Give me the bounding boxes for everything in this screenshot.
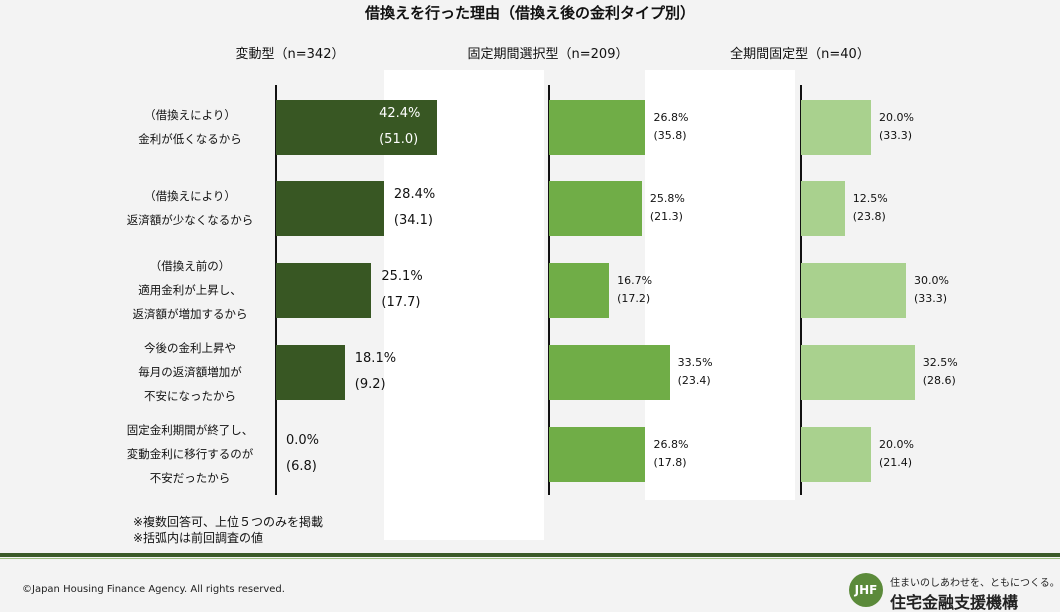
bar — [276, 180, 384, 236]
footer-rule — [0, 553, 1060, 557]
data-label-previous: (23.4) — [677, 374, 711, 387]
category-label: 毎月の返済額増加が — [138, 365, 242, 379]
data-label-previous: (6.8) — [286, 459, 317, 474]
category-label: （借換えにより） — [144, 108, 236, 122]
data-label-current: 18.1% — [354, 351, 397, 366]
data-label-previous: (17.2) — [617, 292, 651, 305]
data-label-current: 20.0% — [879, 438, 914, 451]
bar — [801, 344, 915, 400]
copyright: ©Japan Housing Finance Agency. All right… — [22, 584, 285, 595]
category-label: 適用金利が上昇し、 — [138, 283, 242, 297]
data-label-previous: (23.8) — [852, 210, 886, 223]
data-label-previous: (33.3) — [879, 129, 913, 142]
bar — [549, 99, 646, 155]
category-label: 変動金利に移行するのが — [126, 447, 254, 461]
bar — [276, 99, 438, 155]
bar — [801, 99, 871, 155]
data-label-current: 25.1% — [381, 269, 423, 284]
category-label: 今後の金利上昇や — [144, 341, 236, 355]
jhf-logo-icon: JHF — [849, 573, 883, 607]
data-label-previous: (21.3) — [649, 210, 683, 223]
data-label-previous: (28.6) — [922, 374, 956, 387]
organization-name: 住宅金融支援機構 — [890, 593, 1019, 612]
note-multiple-answers: ※複数回答可、上位５つのみを掲載 — [133, 515, 324, 529]
note-previous-survey: ※括弧内は前回調査の値 — [133, 531, 264, 545]
panel-title: 固定期間選択型（n=209） — [467, 47, 629, 62]
data-label-current: 20.0% — [879, 111, 914, 124]
bar — [801, 426, 871, 482]
data-label-current: 25.8% — [649, 192, 685, 205]
category-label: 金利が低くなるから — [138, 132, 242, 146]
data-label-previous: (34.1) — [393, 213, 433, 228]
bar — [276, 344, 345, 400]
data-label-current: 42.4% — [379, 106, 421, 121]
data-label-current: 33.5% — [677, 356, 713, 369]
bar — [276, 262, 372, 318]
category-label: 固定金利期間が終了し、 — [126, 423, 254, 437]
bar — [549, 262, 610, 318]
data-label-current: 28.4% — [393, 187, 436, 202]
footer-rule-light — [0, 558, 1060, 559]
white-strip-right — [645, 70, 795, 500]
data-label-current: 26.8% — [653, 438, 689, 451]
bar — [801, 180, 845, 236]
category-label: （借換えにより） — [144, 189, 236, 203]
data-label-previous: (17.8) — [653, 456, 687, 469]
bar — [549, 344, 670, 400]
data-label-previous: (21.4) — [879, 456, 913, 469]
bar — [549, 426, 646, 482]
data-label-previous: (9.2) — [354, 377, 386, 392]
data-label-previous: (35.8) — [653, 129, 687, 142]
slogan: 住まいのしあわせを、ともにつくる。 — [890, 578, 1060, 589]
data-label-current: 32.5% — [922, 356, 958, 369]
data-label-previous: (51.0) — [379, 132, 419, 147]
category-label: 返済額が少なくなるから — [126, 213, 254, 227]
panel-title: 変動型（n=342） — [235, 47, 345, 62]
data-label-current: 16.7% — [617, 274, 653, 287]
bar — [549, 180, 642, 236]
data-label-current: 30.0% — [914, 274, 949, 287]
chart-title: 借換えを行った理由（借換え後の金利タイプ別） — [364, 4, 695, 22]
data-label-previous: (17.7) — [381, 295, 421, 310]
data-label-previous: (33.3) — [914, 292, 948, 305]
bar — [801, 262, 906, 318]
category-label: 不安だったから — [149, 471, 231, 485]
data-label-current: 26.8% — [653, 111, 689, 124]
panel-title: 全期間固定型（n=40） — [730, 47, 870, 62]
category-label: 返済額が増加するから — [132, 307, 248, 321]
category-label: 不安になったから — [144, 389, 236, 403]
data-label-current: 12.5% — [852, 192, 888, 205]
data-label-current: 0.0% — [286, 433, 320, 448]
category-label: （借換え前の） — [149, 259, 231, 273]
